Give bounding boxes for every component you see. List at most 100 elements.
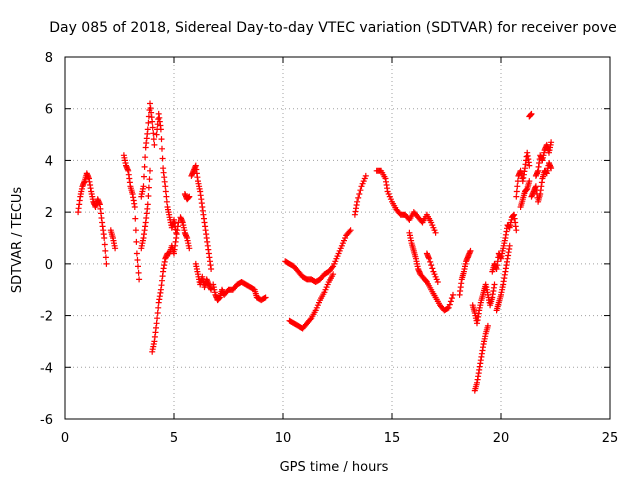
- data-point: [136, 276, 143, 283]
- data-point: [101, 241, 108, 248]
- data-point: [186, 245, 193, 252]
- data-point: [153, 320, 160, 327]
- data-point: [528, 110, 535, 117]
- data-point: [444, 305, 451, 312]
- data-point: [141, 163, 148, 170]
- data-point: [347, 227, 354, 234]
- data-point: [145, 119, 152, 126]
- y-tick-label: -4: [40, 361, 53, 376]
- data-markers: [75, 100, 555, 394]
- data-point: [133, 238, 140, 245]
- data-point: [447, 298, 454, 305]
- y-tick-label: 4: [45, 154, 53, 169]
- data-point: [356, 191, 363, 197]
- data-point: [146, 176, 153, 183]
- data-point: [467, 247, 474, 254]
- data-point: [142, 154, 149, 161]
- data-point: [346, 228, 353, 235]
- data-point: [135, 269, 142, 276]
- x-axis-label: GPS time / hours: [280, 460, 389, 475]
- data-point: [186, 193, 193, 200]
- data-point: [450, 291, 456, 298]
- data-point: [147, 167, 153, 174]
- data-point: [446, 301, 453, 308]
- data-point: [432, 229, 439, 236]
- data-point: [429, 265, 436, 272]
- data-point: [428, 262, 435, 269]
- data-point: [153, 131, 160, 138]
- data-point: [151, 141, 158, 148]
- data-point: [145, 184, 152, 191]
- data-point: [154, 315, 161, 322]
- data-point: [132, 227, 139, 234]
- data-point: [154, 310, 161, 316]
- x-tick-label: 25: [602, 431, 619, 446]
- data-point: [76, 197, 83, 204]
- data-point: [134, 257, 141, 263]
- data-point: [149, 124, 156, 131]
- chart-title: Day 085 of 2018, Sidereal Day-to-day VTE…: [49, 20, 617, 36]
- y-tick-label: -2: [40, 310, 53, 325]
- data-point: [445, 304, 452, 311]
- data-point: [163, 198, 170, 205]
- y-tick-label: -6: [40, 413, 53, 428]
- data-point: [307, 316, 314, 323]
- data-point: [427, 258, 434, 265]
- data-point: [526, 178, 533, 185]
- data-point: [162, 188, 169, 195]
- y-tick-label: 2: [45, 206, 53, 221]
- data-point: [133, 250, 140, 257]
- y-axis-label: SDTVAR / TECUs: [10, 187, 25, 294]
- y-tick-label: 8: [45, 51, 53, 66]
- data-point: [262, 294, 269, 301]
- x-tick-label: 10: [275, 431, 292, 446]
- data-point: [357, 187, 364, 194]
- data-point: [448, 295, 455, 302]
- data-point: [520, 174, 527, 181]
- data-point: [484, 322, 491, 329]
- data-point: [548, 139, 555, 146]
- data-point: [102, 247, 109, 254]
- x-tick-label: 5: [170, 431, 178, 446]
- data-point: [434, 279, 441, 285]
- data-point: [159, 155, 166, 162]
- data-point: [513, 193, 520, 200]
- y-tick-label: 0: [45, 258, 53, 273]
- data-point: [157, 126, 164, 133]
- data-point: [145, 193, 152, 199]
- plot-frame: [64, 56, 611, 420]
- data-point: [329, 264, 336, 271]
- data-point: [159, 145, 165, 152]
- data-point: [101, 235, 108, 241]
- data-point: [163, 193, 170, 200]
- data-point: [112, 245, 119, 252]
- data-point: [538, 183, 545, 190]
- data-point: [491, 281, 498, 288]
- data-point: [511, 215, 518, 222]
- data-point: [548, 165, 555, 172]
- data-point: [149, 118, 156, 125]
- x-tick-label: 20: [493, 431, 510, 446]
- data-point: [140, 183, 147, 190]
- data-point: [513, 188, 520, 195]
- data-point: [131, 204, 138, 210]
- data-point: [141, 173, 147, 180]
- data-point: [158, 136, 165, 143]
- data-point: [355, 194, 362, 201]
- tick-labels: 0 5 10 15 20 25 -6 -4 -2 0 2 4 6 8: [40, 51, 618, 446]
- data-point: [135, 263, 141, 270]
- data-point: [150, 130, 157, 137]
- data-point: [362, 172, 369, 179]
- data-point: [144, 126, 151, 133]
- data-point: [132, 215, 139, 222]
- data-point: [208, 266, 215, 272]
- data-point: [536, 160, 543, 166]
- data-point: [155, 304, 162, 311]
- y-tick-label: 6: [45, 103, 53, 118]
- data-point: [103, 260, 110, 267]
- data-point: [102, 254, 109, 261]
- x-tick-label: 0: [61, 431, 69, 446]
- data-point: [354, 198, 361, 205]
- axis-ticks: [64, 56, 611, 420]
